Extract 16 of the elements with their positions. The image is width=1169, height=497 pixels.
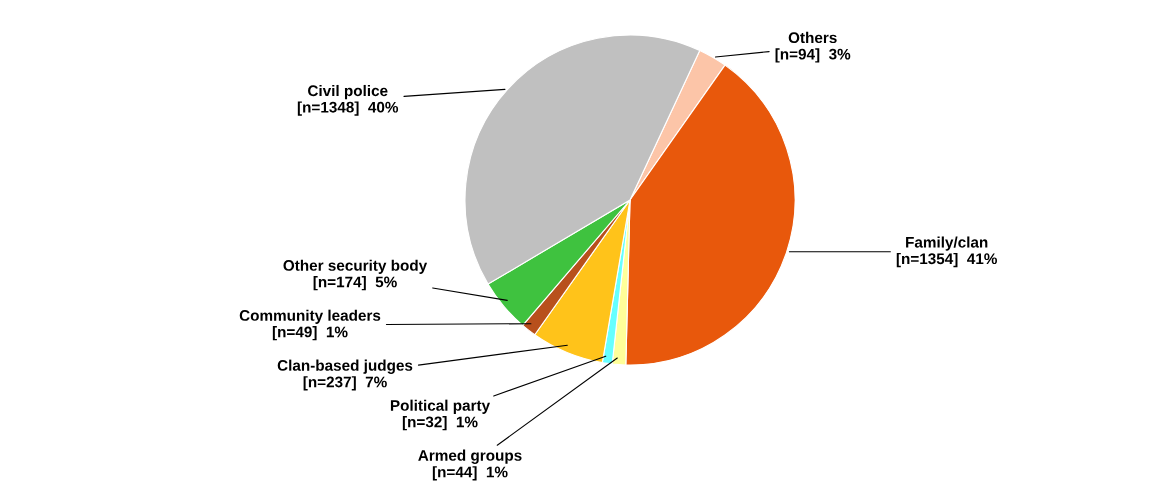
- data-label: [n=1348] 40%: [297, 101, 399, 116]
- slice-label: Community leaders: [239, 309, 381, 324]
- data-label: [n=237] 7%: [303, 376, 387, 391]
- data-label: [n=49] 1%: [272, 326, 348, 341]
- slice-label: Others: [788, 31, 837, 44]
- slice-label: Armed groups: [418, 449, 522, 464]
- slice-label: Clan-based judges: [277, 359, 413, 374]
- slice-label: Political party: [390, 399, 491, 414]
- data-label: [n=1354] 41%: [896, 252, 997, 268]
- slice-label: Civil police: [308, 84, 388, 100]
- data-label: [n=94] 3%: [775, 48, 851, 63]
- data-label: [n=174] 5%: [313, 276, 397, 291]
- slice-label: Other security body: [283, 259, 428, 274]
- slice-label: Family/clan: [906, 236, 988, 251]
- data-label: [n=44] 1%: [432, 466, 508, 481]
- data-label: [n=32] 1%: [402, 416, 478, 431]
